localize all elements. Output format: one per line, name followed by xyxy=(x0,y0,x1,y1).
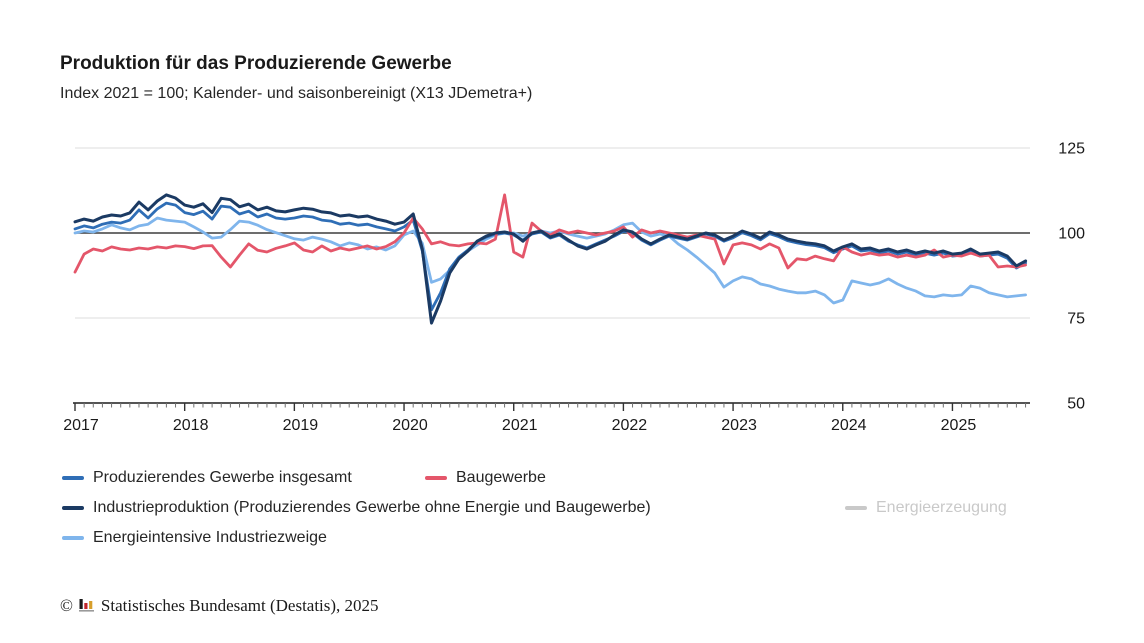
legend-line-swatch xyxy=(845,506,867,510)
copyright-symbol: © xyxy=(60,596,73,615)
y-axis-label: 125 xyxy=(1058,141,1085,158)
destatis-logo-icon xyxy=(78,599,94,612)
chart-legend: Produzierendes Gewerbe insgesamt Baugewe… xyxy=(62,468,1112,558)
series-line-4 xyxy=(73,193,1028,325)
legend-line-swatch xyxy=(62,506,84,510)
y-axis-label: 75 xyxy=(1067,311,1085,328)
legend-item-energieintensive-industriezweige[interactable]: Energieintensive Industriezweige xyxy=(62,528,327,548)
legend-item-baugewerbe[interactable]: Baugewerbe xyxy=(425,468,546,488)
legend-item-energieerzeugung-disabled[interactable]: Energieerzeugung xyxy=(845,498,1007,518)
legend-line-swatch xyxy=(62,476,84,480)
legend-line-swatch xyxy=(425,476,447,480)
x-axis-label: 2018 xyxy=(173,417,209,434)
chart-subtitle: Index 2021 = 100; Kalender- und saisonbe… xyxy=(60,85,533,102)
legend-row: Industrieproduktion (Produzierendes Gewe… xyxy=(62,498,1112,528)
series-line-2 xyxy=(73,201,1027,312)
copyright-line: © Statistisches Bundesamt (Destatis), 20… xyxy=(60,596,379,616)
series-line-3 xyxy=(73,193,1027,274)
legend-label: Produzierendes Gewerbe insgesamt xyxy=(93,469,352,486)
legend-line-swatch xyxy=(62,536,84,540)
chart-title: Produktion für das Produzierende Gewerbe xyxy=(60,53,452,74)
legend-item-produzierendes-gewerbe-insgesamt[interactable]: Produzierendes Gewerbe insgesamt xyxy=(62,468,352,488)
x-axis-label: 2022 xyxy=(612,417,648,434)
y-axis-label: 50 xyxy=(1067,396,1085,413)
legend-item-industrieproduktion[interactable]: Industrieproduktion (Produzierendes Gewe… xyxy=(62,498,651,518)
x-axis-label: 2021 xyxy=(502,417,538,434)
legend-row: Energieintensive Industriezweige xyxy=(62,528,1112,558)
x-axis-label: 2023 xyxy=(721,417,757,434)
x-axis-label: 2025 xyxy=(941,417,977,434)
legend-label: Baugewerbe xyxy=(456,469,546,486)
x-axis-label: 2019 xyxy=(283,417,319,434)
x-axis-label: 2017 xyxy=(63,417,99,434)
legend-label: Industrieproduktion (Produzierendes Gewe… xyxy=(93,499,651,516)
legend-label: Energieerzeugung xyxy=(876,499,1007,516)
legend-row: Produzierendes Gewerbe insgesamt Baugewe… xyxy=(62,468,1112,498)
series-line-1 xyxy=(73,216,1027,305)
y-axis-label: 100 xyxy=(1058,226,1085,243)
source-text: Statistisches Bundesamt (Destatis), 2025 xyxy=(100,596,379,615)
legend-label: Energieintensive Industriezweige xyxy=(93,529,327,546)
x-axis-label: 2024 xyxy=(831,417,867,434)
x-axis-label: 2020 xyxy=(392,417,428,434)
